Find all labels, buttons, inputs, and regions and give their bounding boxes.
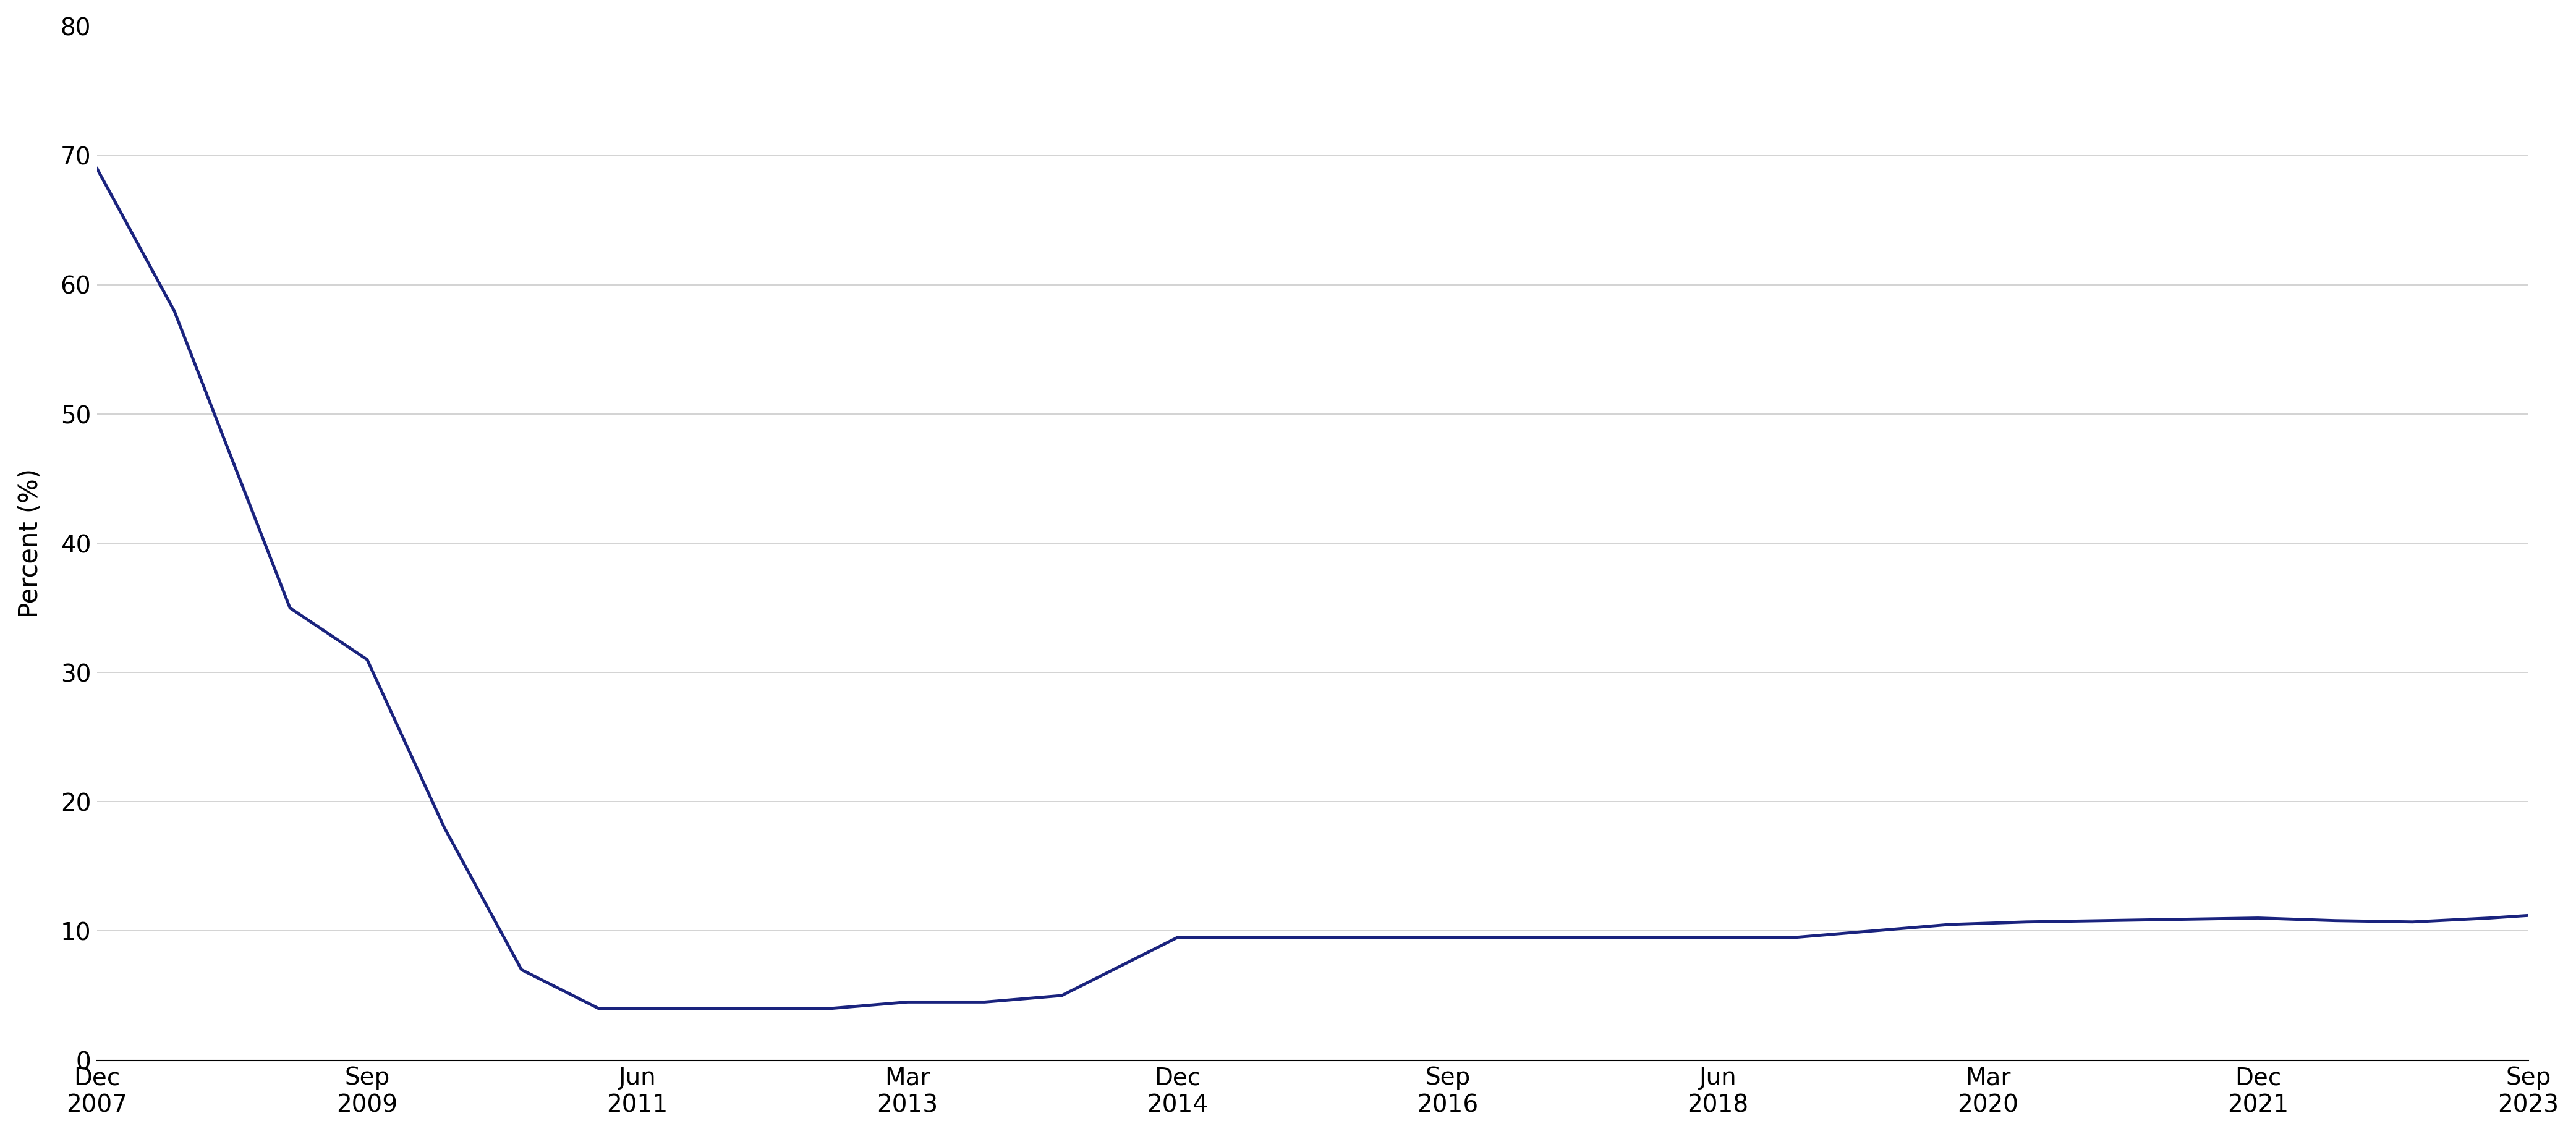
Y-axis label: Percent (%): Percent (%) <box>18 468 44 618</box>
